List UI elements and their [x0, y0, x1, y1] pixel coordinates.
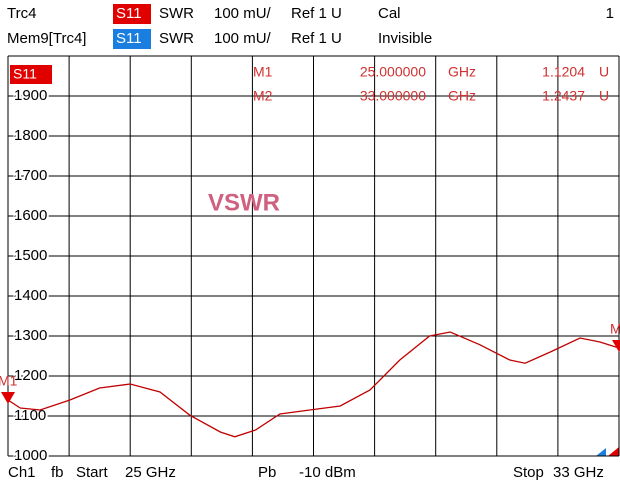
footer-start-label: Start [76, 464, 109, 481]
param-badge [113, 4, 151, 24]
marker-response: 1.2437 [542, 88, 585, 104]
trace-name: Trc4 [7, 5, 36, 22]
footer-stop-label: Stop [513, 464, 544, 481]
scroll-indicator [596, 448, 606, 456]
marker-stimulus: 33.000000 [360, 88, 426, 104]
marker-name: M1 [253, 64, 273, 80]
marker-triangle [612, 340, 620, 352]
marker-response-unit: U [599, 64, 609, 80]
marker-name: M2 [253, 88, 273, 104]
y-tick-label: 1500 [14, 247, 47, 264]
y-tick-label: 1400 [14, 287, 47, 304]
marker-triangle [1, 392, 15, 404]
trace-format: SWR [159, 5, 194, 22]
trace-label: S11 [13, 66, 37, 82]
footer-power: -10 dBm [299, 464, 356, 481]
marker-response-unit: U [599, 88, 609, 104]
trace-badge [10, 65, 52, 84]
y-tick-label: 1600 [14, 207, 47, 224]
trace-status: Invisible [378, 30, 432, 47]
trace-scale: 100 mU/ [214, 30, 272, 47]
trace-line [7, 331, 620, 438]
footer-mode: fb [51, 464, 64, 481]
trace-name: Mem9[Trc4] [7, 30, 86, 47]
marker-tag: M1 [0, 373, 18, 389]
y-tick-label: 1200 [14, 367, 47, 384]
trace-scale: 100 mU/ [214, 5, 272, 22]
marker-stimulus: 25.000000 [360, 64, 426, 80]
trace-status: Cal [378, 5, 401, 22]
scroll-indicator [608, 447, 619, 456]
footer-start: 25 GHz [125, 464, 176, 481]
trace-param: S11 [116, 5, 142, 22]
y-tick-label: 1700 [14, 167, 47, 184]
trace-param: S11 [116, 30, 142, 47]
y-tick-label: 1000 [14, 447, 47, 464]
trace-ref: Ref 1 U [291, 5, 342, 22]
marker-stimulus-unit: GHz [448, 64, 476, 80]
footer-stop: 33 GHz [553, 464, 604, 481]
trace-ref: Ref 1 U [291, 30, 342, 47]
annotation: VSWR [208, 189, 280, 216]
footer-power-label: Pb [258, 464, 276, 481]
y-tick-label: 1300 [14, 327, 47, 344]
channel-number: 1 [606, 5, 614, 22]
footer-channel: Ch1 [8, 464, 36, 481]
y-tick-label: 1900 [14, 87, 47, 104]
trace-format: SWR [159, 30, 194, 47]
marker-stimulus-unit: GHz [448, 88, 476, 104]
marker-tag: M2 [610, 321, 620, 337]
y-tick-label: 1800 [14, 127, 47, 144]
marker-response: 1.1204 [542, 64, 585, 80]
param-badge [113, 29, 151, 49]
